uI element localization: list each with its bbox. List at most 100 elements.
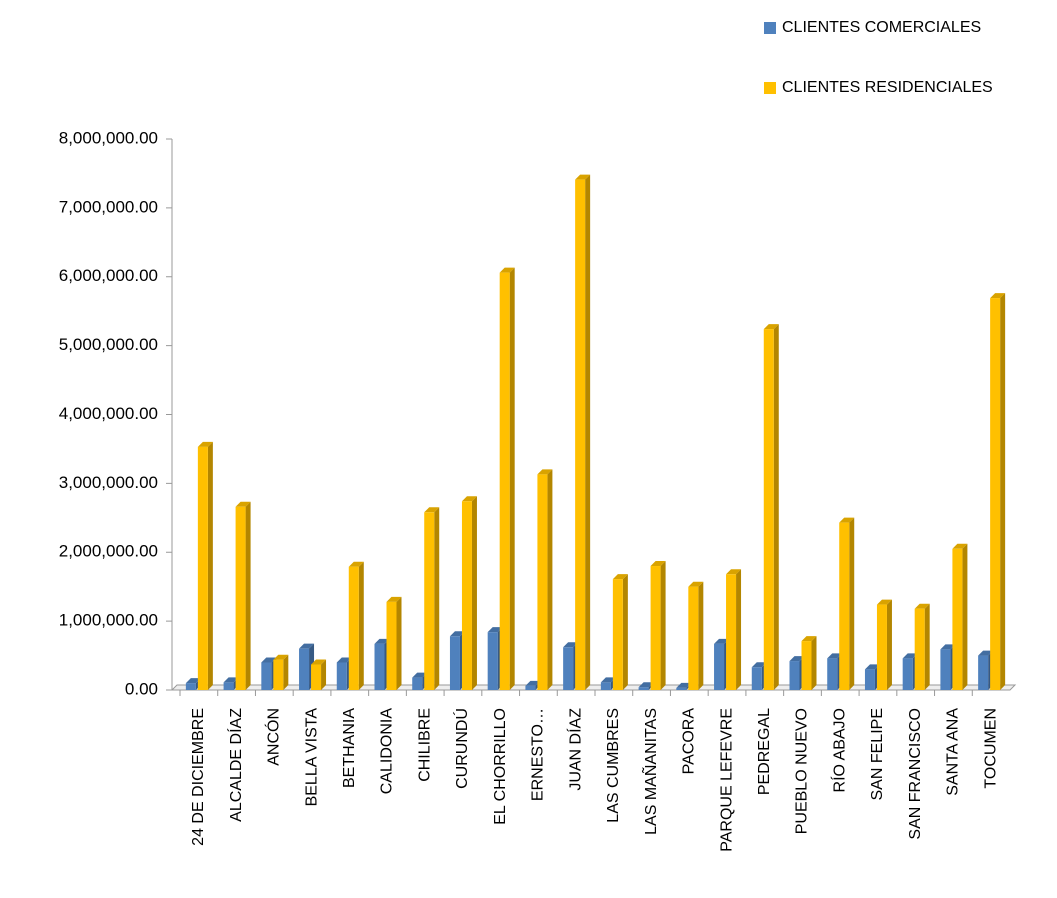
bar-top: [197, 441, 213, 447]
bar-top: [638, 682, 654, 688]
bar-side: [924, 603, 930, 690]
bar-top: [261, 657, 277, 663]
y-tick-label: 7,000,000.00: [59, 197, 158, 216]
x-tick-label: SANTA ANA: [945, 708, 962, 796]
bar-side: [849, 517, 855, 690]
bar-side: [283, 654, 289, 690]
bar-top: [990, 293, 1006, 299]
bar-top: [864, 664, 880, 670]
bar-side: [547, 469, 553, 690]
bar-side: [471, 496, 477, 690]
bar: [223, 682, 234, 690]
bar-top: [537, 469, 553, 475]
bar-top: [499, 267, 515, 273]
x-tick-label: CALIDONIA: [379, 708, 396, 795]
bar: [638, 687, 649, 690]
bar: [978, 655, 989, 690]
bar-top: [424, 507, 440, 513]
bar-side: [358, 561, 364, 690]
bar-top: [563, 642, 579, 648]
bar-side: [585, 174, 591, 691]
bar-side: [434, 507, 440, 690]
bar: [424, 512, 435, 690]
bar-side: [207, 441, 213, 690]
bar: [235, 506, 246, 690]
x-tick-label: PEDREGAL: [756, 708, 773, 795]
bar: [914, 608, 925, 690]
y-tick-label: 1,000,000.00: [59, 611, 158, 630]
x-tick-label: RÍO ABAJO: [829, 708, 848, 792]
bar-side: [1000, 293, 1006, 690]
bar: [336, 662, 347, 690]
bar-side: [886, 599, 892, 690]
bar-top: [839, 517, 855, 523]
bar: [763, 329, 774, 690]
bar: [902, 658, 913, 690]
bar: [876, 604, 887, 690]
bar: [273, 659, 284, 690]
y-tick-label: 8,000,000.00: [59, 128, 158, 147]
x-tick-label: JUAN DÍAZ: [565, 708, 584, 791]
bar: [676, 687, 687, 690]
bar: [311, 664, 322, 690]
bar-top: [600, 677, 616, 683]
legend-label: CLIENTES COMERCIALES: [782, 19, 981, 36]
bar: [261, 662, 272, 690]
bar-top: [336, 657, 352, 663]
bar-top: [726, 569, 742, 575]
bar: [537, 474, 548, 690]
bar: [197, 446, 208, 690]
bar-side: [811, 636, 817, 690]
bar: [990, 298, 1001, 690]
bar-side: [622, 574, 628, 690]
bar-top: [952, 543, 968, 549]
x-tick-label: ALCALDE DÍAZ: [226, 708, 245, 822]
bar: [864, 669, 875, 690]
bar-top: [273, 654, 289, 660]
bar-side: [245, 501, 251, 690]
x-tick-label: SAN FELIPE: [869, 708, 886, 800]
bar-side: [736, 569, 742, 690]
bar-top: [827, 653, 843, 659]
bar: [827, 658, 838, 690]
bar: [374, 643, 385, 690]
bar: [801, 641, 812, 690]
bar: [386, 601, 397, 690]
x-tick-label: PARQUE LEFEVRE: [718, 708, 735, 852]
bar: [612, 579, 623, 690]
bar-side: [962, 543, 968, 690]
bar: [499, 272, 510, 690]
bar-top: [940, 644, 956, 650]
bar-top: [801, 636, 817, 642]
legend-label: CLIENTES RESIDENCIALES: [782, 79, 993, 96]
bar: [688, 586, 699, 690]
bar-top: [374, 638, 390, 644]
bar: [751, 667, 762, 690]
bar-top: [650, 561, 666, 567]
y-tick-label: 3,000,000.00: [59, 473, 158, 492]
x-tick-label: LAS CUMBRES: [605, 708, 622, 823]
legend-swatch: [764, 82, 776, 94]
bar: [839, 522, 850, 690]
x-tick-label: ANCÓN: [264, 708, 283, 766]
x-tick-label: EL CHORRILLO: [492, 708, 509, 825]
x-tick-label: 24 DE DICIEMBRE: [190, 708, 207, 846]
bar: [299, 648, 310, 690]
bar: [952, 548, 963, 690]
bar: [789, 661, 800, 690]
bar-side: [321, 659, 327, 690]
bar-top: [185, 678, 201, 684]
x-tick-label: SAN FRANCISCO: [907, 708, 924, 840]
legend-swatch: [764, 22, 776, 34]
bar: [940, 649, 951, 690]
x-tick-label: ERNESTO…: [530, 708, 547, 801]
bar-top: [461, 496, 477, 502]
bar-side: [698, 581, 704, 690]
bar-top: [487, 627, 503, 633]
bar-side: [396, 596, 402, 690]
bar-side: [509, 267, 515, 690]
bar: [600, 682, 611, 690]
bar-top: [348, 561, 364, 567]
